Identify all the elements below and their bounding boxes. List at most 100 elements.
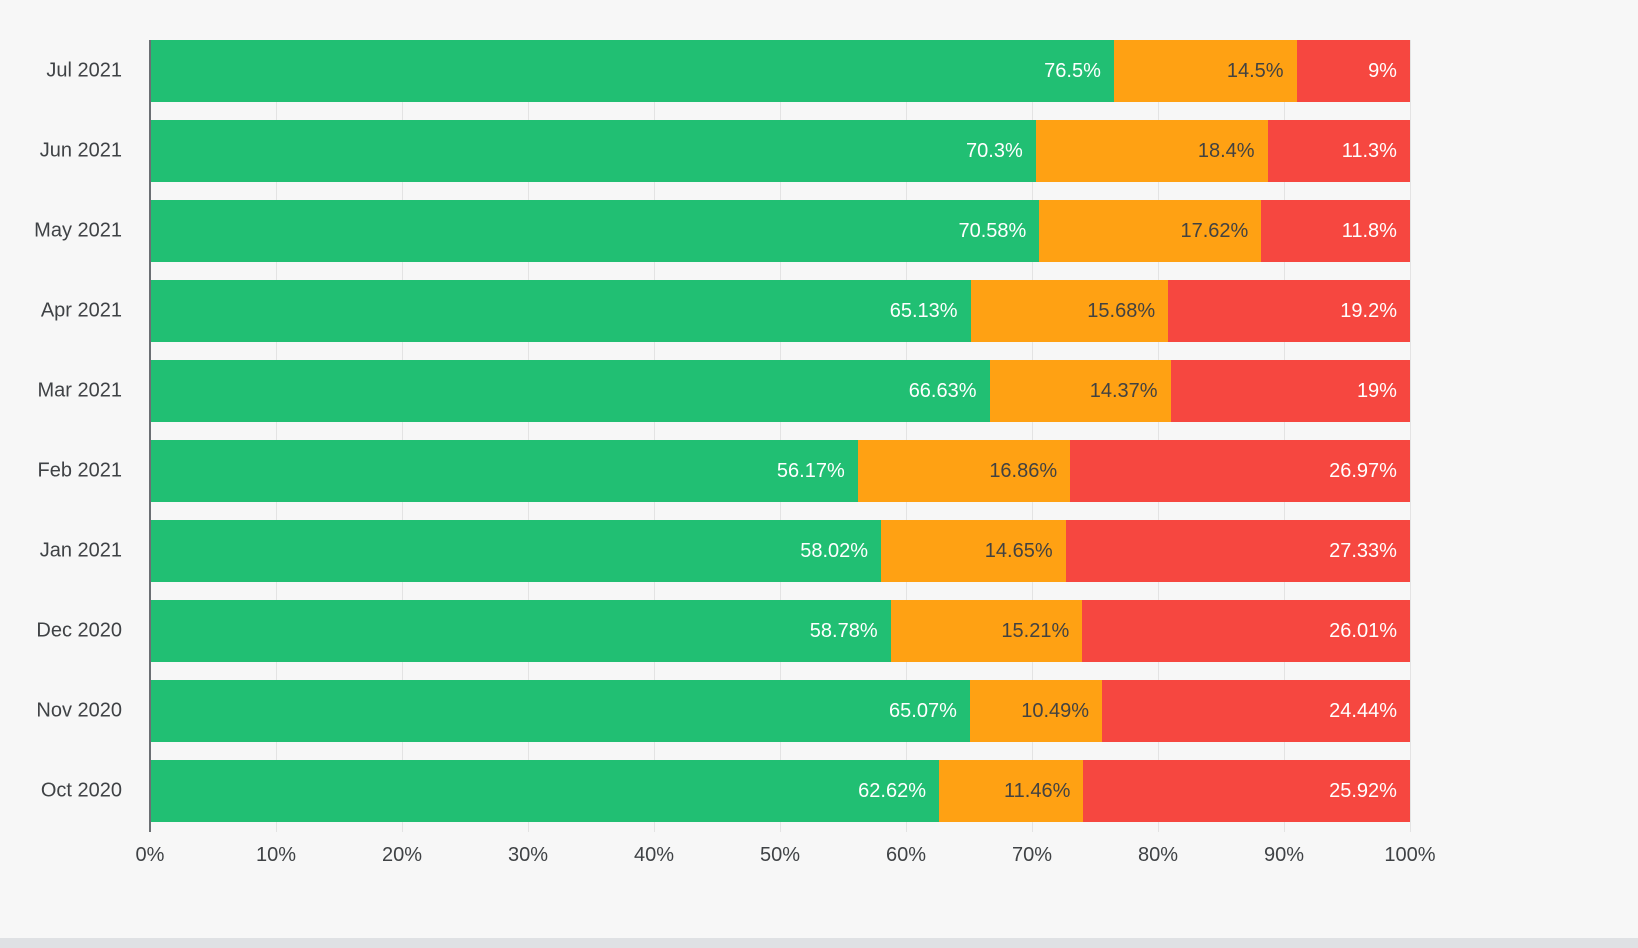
bar-segment-orange[interactable]: 17.62%: [1039, 200, 1262, 262]
x-axis-tick-labels: 0% 10% 20% 30% 40% 50% 60% 70% 80% 90% 100%: [136, 844, 1436, 874]
bar-segment-green[interactable]: 56.17%: [150, 440, 858, 502]
bar-segment-green[interactable]: 76.5%: [150, 40, 1114, 102]
bar-row: 56.17% 16.86% 26.97%: [150, 440, 1410, 502]
bar-segment-orange[interactable]: 15.21%: [890, 600, 1083, 662]
bar-segment-green[interactable]: 66.63%: [150, 360, 990, 422]
category-label: Apr 2021: [40, 299, 122, 322]
bar-segment-red[interactable]: 19%: [1170, 360, 1410, 422]
bar-row: 65.07% 10.49% 24.44%: [150, 680, 1410, 742]
bar-segment-green[interactable]: 65.07%: [150, 680, 970, 742]
bar-segment-green[interactable]: 58.78%: [150, 600, 891, 662]
bar-segment-label: 27.33%: [1329, 539, 1397, 562]
x-tick-label: 90%: [1263, 844, 1305, 866]
bar-segment-orange[interactable]: 18.4%: [1035, 120, 1268, 182]
bar-segment-label: 19%: [1356, 379, 1397, 402]
bar-segment-label: 65.13%: [889, 299, 958, 322]
x-tick-label: 20%: [381, 844, 423, 866]
bar-segment-green[interactable]: 70.3%: [150, 120, 1036, 182]
category-label: Jul 2021: [46, 59, 122, 82]
bar-segment-label: 14.37%: [1089, 379, 1158, 402]
bar-segment-label: 25.92%: [1329, 779, 1397, 802]
y-axis-category-labels: Jul 2021 Jun 2021 May 2021 Apr 2021 Mar 2021…: [0, 40, 136, 822]
bar-row: 70.58% 17.62% 11.8%: [150, 200, 1410, 262]
bar-segment-label: 70.3%: [966, 139, 1023, 162]
x-tick-label: 0%: [135, 844, 165, 866]
bar-segment-label: 62.62%: [858, 779, 926, 802]
bar-segment-label: 24.44%: [1329, 699, 1397, 722]
bar-segment-label: 66.63%: [908, 379, 977, 402]
x-tick-label: 80%: [1137, 844, 1179, 866]
bar-row: 58.78% 15.21% 26.01%: [150, 600, 1410, 662]
bar-segment-label: 26.97%: [1329, 459, 1397, 482]
bar-segment-orange[interactable]: 14.5%: [1113, 40, 1297, 102]
x-tick-label: 70%: [1011, 844, 1053, 866]
bar-segment-orange[interactable]: 15.68%: [970, 280, 1169, 342]
bar-segment-orange[interactable]: 14.37%: [989, 360, 1171, 422]
category-label: Nov 2020: [36, 699, 122, 722]
bar-segment-label: 56.17%: [776, 459, 845, 482]
bar-segment-label: 58.78%: [809, 619, 878, 642]
x-tick-label: 100%: [1384, 844, 1436, 866]
category-label: Dec 2020: [36, 619, 122, 642]
bar-segment-label: 11.46%: [1004, 779, 1071, 802]
category-label: Oct 2020: [40, 779, 122, 802]
bar-segment-orange[interactable]: 10.49%: [969, 680, 1103, 742]
bar-row: 70.3% 18.4% 11.3%: [150, 120, 1410, 182]
gridline: [780, 40, 781, 832]
bar-segment-label: 14.5%: [1226, 59, 1284, 82]
bar-row: 76.5% 14.5% 9%: [150, 40, 1410, 102]
bar-segment-label: 26.01%: [1329, 619, 1397, 642]
bar-segment-label: 18.4%: [1197, 139, 1255, 162]
bar-segment-label: 17.62%: [1180, 219, 1249, 242]
bar-segment-label: 65.07%: [889, 699, 957, 722]
bar-segment-red[interactable]: 27.33%: [1065, 520, 1410, 582]
y-axis-line: [149, 40, 151, 832]
bar-segment-label: 58.02%: [800, 539, 869, 562]
gridline: [1410, 40, 1411, 832]
x-tick-label: 30%: [507, 844, 549, 866]
bar-segment-label: 11.3%: [1341, 139, 1397, 162]
bar-segment-label: 16.86%: [989, 459, 1058, 482]
bar-segment-orange[interactable]: 14.65%: [881, 520, 1066, 582]
bar-segment-red[interactable]: 26.01%: [1082, 600, 1410, 662]
bar-row: 58.02% 14.65% 27.33%: [150, 520, 1410, 582]
bottom-strip: [0, 938, 1638, 948]
x-tick-label: 10%: [255, 844, 297, 866]
bar-segment-label: 10.49%: [1021, 699, 1090, 722]
gridline: [654, 40, 655, 832]
bar-segment-label: 15.68%: [1087, 299, 1156, 322]
bar-segment-label: 15.21%: [1001, 619, 1070, 642]
category-label: May 2021: [34, 219, 122, 242]
category-label: Feb 2021: [37, 459, 122, 482]
bar-row: 62.62% 11.46% 25.92%: [150, 760, 1410, 822]
bar-segment-red[interactable]: 11.8%: [1261, 200, 1410, 262]
bar-segment-orange[interactable]: 11.46%: [939, 760, 1084, 822]
x-tick-label: 50%: [759, 844, 801, 866]
bar-segment-label: 76.5%: [1044, 59, 1101, 82]
gridline: [1284, 40, 1285, 832]
bar-segment-green[interactable]: 62.62%: [150, 760, 939, 822]
bar-segment-red[interactable]: 11.3%: [1267, 120, 1410, 182]
bar-segment-green[interactable]: 65.13%: [150, 280, 971, 342]
category-label: Jan 2021: [39, 539, 122, 562]
bar-segment-label: 11.8%: [1341, 219, 1397, 242]
gridline: [1032, 40, 1033, 832]
plot-area: 76.5% 14.5% 9% 70.3% 18.4% 11.3% 70.58% 17.62% 1…: [149, 40, 1411, 832]
bar-row: 65.13% 15.68% 19.2%: [150, 280, 1410, 342]
bar-segment-label: 9%: [1368, 59, 1397, 82]
bar-segment-green[interactable]: 70.58%: [150, 200, 1040, 262]
bar-segment-label: 70.58%: [958, 219, 1027, 242]
x-tick-label: 60%: [885, 844, 927, 866]
gridline: [528, 40, 529, 832]
bar-segment-green[interactable]: 58.02%: [150, 520, 882, 582]
bar-segment-red[interactable]: 9%: [1296, 40, 1410, 102]
x-tick-label: 40%: [633, 844, 675, 866]
category-label: Jun 2021: [39, 139, 122, 162]
bar-segment-red[interactable]: 19.2%: [1168, 280, 1410, 342]
bar-segment-orange[interactable]: 16.86%: [857, 440, 1071, 502]
bar-segment-red[interactable]: 24.44%: [1102, 680, 1410, 742]
bar-segment-red[interactable]: 26.97%: [1070, 440, 1410, 502]
bar-segment-red[interactable]: 25.92%: [1083, 760, 1410, 822]
gridline: [276, 40, 277, 832]
